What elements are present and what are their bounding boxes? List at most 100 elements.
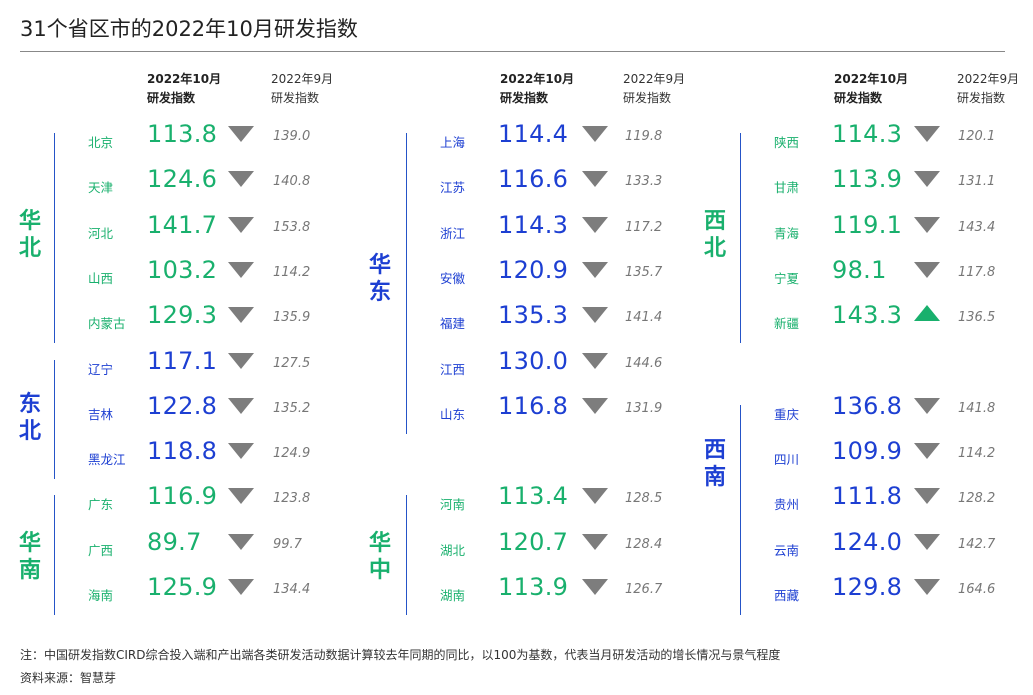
province-name: 西藏	[774, 588, 800, 603]
previous-index-value: 128.5	[625, 491, 663, 507]
province-name: 重庆	[774, 406, 800, 422]
header-current-line2: 研发指数	[834, 91, 883, 105]
triangle-down-icon	[228, 443, 254, 460]
province-name: 上海	[440, 135, 466, 150]
previous-index-value: 114.2	[958, 446, 996, 462]
province-row: 吉林 122.8 135.2	[0, 392, 1033, 426]
province-row: 宁夏 98.1 117.8	[0, 256, 1033, 290]
header-previous-line1: 2022年9月	[957, 72, 1020, 86]
triangle-down-icon	[914, 171, 940, 188]
region-divider-line	[406, 495, 408, 615]
current-index-value: 120.9	[498, 255, 569, 284]
previous-index-value: 120.1	[958, 129, 996, 144]
province-name: 山西	[88, 270, 114, 286]
region-label: 西北	[700, 208, 730, 262]
current-index-value: 122.8	[147, 391, 218, 420]
current-index-value: 117.1	[147, 346, 218, 375]
previous-index-value: 119.8	[625, 129, 663, 144]
triangle-down-icon	[914, 216, 940, 233]
province-name: 湖北	[440, 542, 466, 558]
triangle-down-icon	[914, 126, 940, 142]
province-name: 青海	[774, 225, 800, 241]
triangle-down-icon	[582, 307, 608, 324]
previous-index-value: 134.4	[273, 582, 311, 597]
region-label: 西南	[700, 437, 730, 491]
current-index-value: 109.9	[832, 437, 903, 466]
header-previous-line2: 研发指数	[957, 91, 1006, 105]
province-name: 安徽	[440, 270, 466, 286]
current-index-value: 116.9	[147, 482, 218, 511]
province-name: 吉林	[88, 406, 114, 422]
region-label-char: 中	[368, 558, 391, 583]
previous-index-value: 144.6	[625, 355, 663, 371]
province-row: 新疆 143.3 136.5	[0, 301, 1033, 335]
current-index-value: 120.7	[498, 527, 569, 556]
triangle-down-icon	[228, 352, 254, 369]
current-index-value: 143.3	[832, 301, 903, 330]
previous-index-value: 135.7	[625, 264, 663, 280]
region-label: 华北	[15, 208, 45, 262]
current-index-value: 136.8	[832, 391, 903, 420]
province-name: 福建	[440, 316, 466, 332]
triangle-down-icon	[582, 488, 608, 505]
header-previous-line1: 2022年9月	[271, 72, 334, 86]
region-label-char: 西	[703, 438, 726, 463]
header-current-month: 2022年10月 研发指数	[147, 70, 221, 108]
header-previous-month: 2022年9月 研发指数	[271, 70, 333, 108]
province-row: 贵州 111.8 128.2	[0, 482, 1033, 516]
province-row: 黑龙江 118.8 124.9	[0, 437, 1033, 471]
current-index-value: 113.9	[498, 573, 569, 601]
province-name: 宁夏	[774, 270, 800, 286]
province-name: 四川	[774, 452, 800, 468]
region-divider-line	[54, 359, 56, 480]
province-name: 浙江	[440, 225, 466, 241]
province-row: 浙江 114.3 117.2	[0, 211, 1033, 245]
region-label-char: 北	[703, 236, 726, 261]
province-name: 辽宁	[88, 361, 114, 377]
region-label-char: 华	[18, 209, 41, 234]
header-previous-line2: 研发指数	[271, 91, 320, 105]
region-label: 华中	[365, 530, 395, 584]
region-divider-line	[54, 495, 56, 615]
source-note: 资料来源：智慧芽	[20, 671, 117, 685]
triangle-down-icon	[582, 261, 608, 278]
header-current-line1: 2022年10月	[834, 72, 909, 86]
current-index-value: 113.9	[832, 165, 903, 194]
province-row: 上海 114.4 119.8	[0, 120, 1033, 154]
title-divider	[20, 51, 1005, 52]
header-current-line1: 2022年10月	[147, 72, 222, 86]
province-name: 新疆	[774, 316, 800, 332]
region-label-char: 北	[18, 419, 41, 444]
province-name: 北京	[88, 135, 114, 150]
province-row: 内蒙古 129.3 135.9	[0, 301, 1033, 335]
triangle-down-icon	[914, 533, 940, 550]
province-row: 西藏 129.8 164.6	[0, 573, 1033, 607]
previous-index-value: 128.2	[958, 491, 996, 507]
current-index-value: 129.8	[832, 573, 903, 601]
current-index-value: 98.1	[832, 255, 887, 284]
province-name: 黑龙江	[88, 452, 126, 468]
page-title: 31个省区市的2022年10月研发指数	[20, 17, 358, 41]
province-row: 广东 116.9 123.8	[0, 482, 1033, 516]
triangle-down-icon	[582, 533, 608, 550]
previous-index-value: 164.6	[958, 582, 996, 597]
previous-index-value: 142.7	[958, 536, 996, 552]
previous-index-value: 141.4	[625, 310, 663, 326]
triangle-down-icon	[914, 579, 940, 595]
current-index-value: 113.4	[498, 482, 569, 511]
header-current-month: 2022年10月 研发指数	[500, 70, 574, 108]
province-name: 广东	[88, 497, 114, 513]
province-row: 青海 119.1 143.4	[0, 211, 1033, 245]
province-row: 四川 109.9 114.2	[0, 437, 1033, 471]
region-label-char: 华	[18, 531, 41, 556]
previous-index-value: 117.2	[625, 219, 663, 235]
province-name: 江苏	[440, 180, 466, 196]
region-label-char: 东	[18, 392, 41, 417]
previous-index-value: 139.0	[273, 129, 311, 144]
current-index-value: 103.2	[147, 255, 218, 284]
province-name: 陕西	[774, 135, 800, 150]
region-label-char: 东	[368, 280, 391, 305]
current-index-value: 116.8	[498, 391, 569, 420]
footnote: 注：中国研发指数CIRD综合投入端和产出端各类研发活动数据计算较去年同期的同比，…	[20, 648, 781, 662]
current-index-value: 124.0	[832, 527, 903, 556]
